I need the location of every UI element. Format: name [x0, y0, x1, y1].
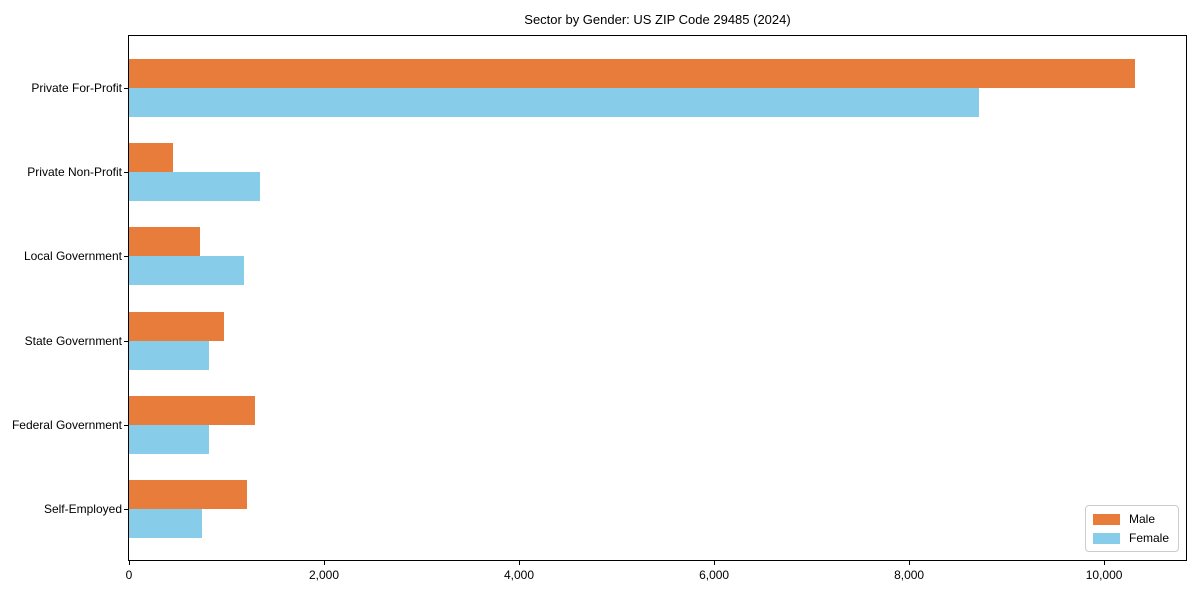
bar-female-self-employed	[129, 509, 203, 538]
y-tick-label-federal-government: Federal Government	[11, 417, 122, 432]
bar-male-local-government	[129, 227, 201, 257]
bar-male-private-non-profit	[129, 143, 173, 173]
x-tick-label-6000: 6,000	[699, 568, 730, 582]
x-tick-mark	[519, 561, 520, 565]
plot-area: Male Female	[128, 35, 1187, 561]
x-tick-label-8000: 8,000	[894, 568, 925, 582]
legend-label-male: Male	[1128, 512, 1155, 526]
bar-female-private-for-profit	[129, 88, 980, 117]
x-tick-mark	[129, 561, 130, 565]
bar-female-state-government	[129, 340, 209, 370]
bar-female-private-non-profit	[129, 172, 260, 202]
bar-female-local-government	[129, 256, 245, 286]
y-tick-label-private-non-profit: Private Non-Profit	[27, 165, 122, 180]
x-tick-label-10000: 10,000	[1085, 568, 1123, 582]
x-tick-mark	[714, 561, 716, 565]
bar-female-federal-government	[129, 424, 209, 454]
legend-label-female: Female	[1128, 531, 1169, 545]
legend-swatch-male	[1092, 513, 1120, 525]
y-tick-label-local-government: Local Government	[23, 249, 122, 264]
bar-male-state-government	[129, 311, 224, 341]
x-tick-label-4000: 4,000	[503, 568, 535, 582]
legend: Male Female	[1084, 505, 1179, 552]
bar-male-federal-government	[129, 395, 255, 425]
y-tick-label-self-employed: Self-Employed	[43, 502, 122, 516]
y-tick-label-state-government: State Government	[24, 333, 122, 348]
bar-male-self-employed	[129, 480, 247, 509]
x-tick-mark	[324, 561, 325, 565]
x-tick-label-2000: 2,000	[308, 568, 340, 582]
legend-item-male: Male	[1092, 512, 1169, 526]
y-tick-label-private-for-profit: Private For-Profit	[31, 81, 122, 95]
legend-swatch-female	[1092, 532, 1120, 544]
legend-item-female: Female	[1092, 531, 1169, 545]
bar-male-private-for-profit	[129, 59, 1136, 88]
x-tick-label-0: 0	[125, 568, 133, 582]
bars-layer	[129, 36, 1186, 560]
x-tick-mark	[909, 561, 911, 565]
chart-title: Sector by Gender: US ZIP Code 29485 (202…	[524, 12, 791, 27]
x-tick-mark	[1104, 561, 1106, 565]
